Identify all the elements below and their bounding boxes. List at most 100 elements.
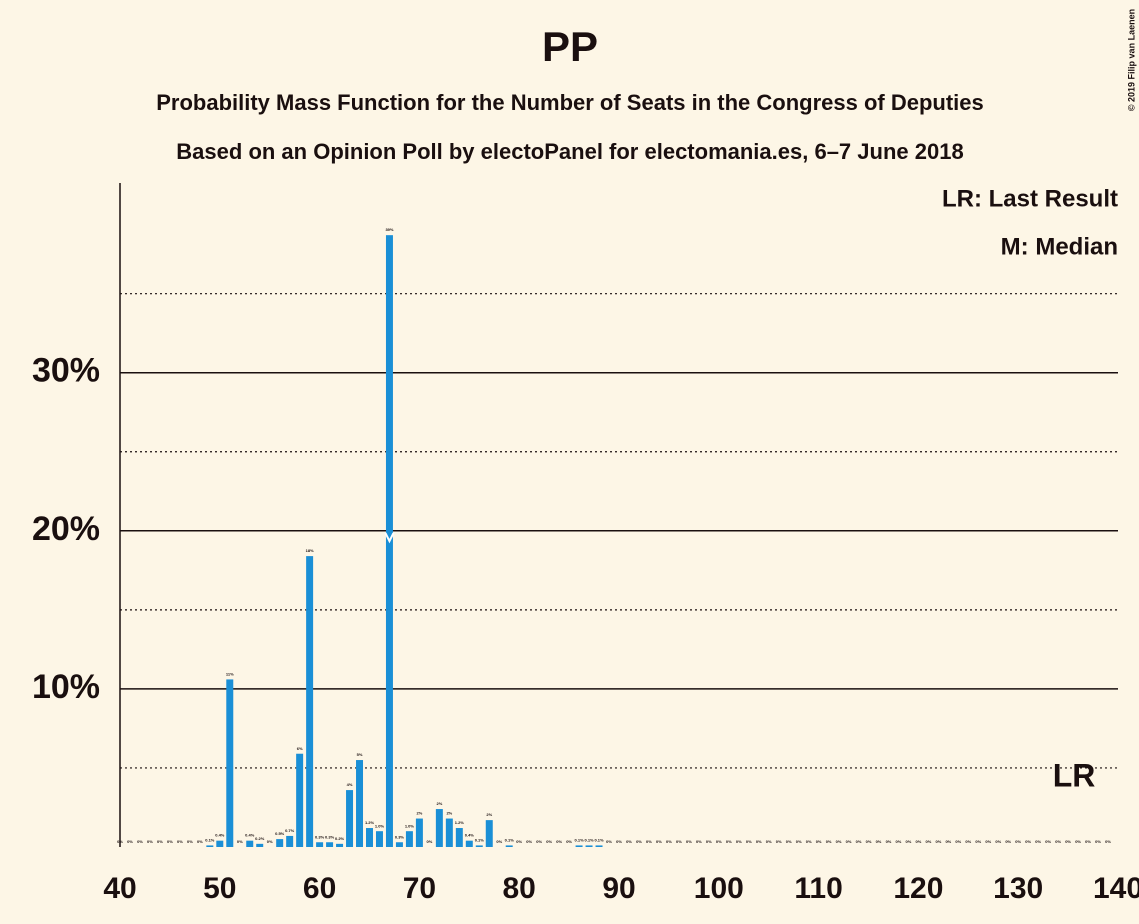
value-label: 0.2%	[255, 836, 265, 841]
value-label: 0%	[876, 839, 882, 844]
chart-subtitle: Probability Mass Function for the Number…	[156, 90, 984, 115]
value-label: 0%	[935, 839, 941, 844]
value-label: 0%	[746, 839, 752, 844]
value-label: 0%	[836, 839, 842, 844]
bar	[375, 831, 383, 847]
value-label: 0.4%	[465, 833, 475, 838]
value-label: 0%	[1045, 839, 1051, 844]
value-label: 0%	[706, 839, 712, 844]
value-label: 0%	[816, 839, 822, 844]
value-label: 0%	[1055, 839, 1061, 844]
value-label: 0%	[826, 839, 832, 844]
bar	[455, 828, 463, 847]
y-tick-label: 10%	[32, 668, 100, 706]
value-label: 0%	[796, 839, 802, 844]
value-label: 0%	[546, 839, 552, 844]
x-tick-label: 80	[503, 872, 536, 905]
value-label: 0%	[167, 839, 173, 844]
value-label: 0%	[726, 839, 732, 844]
value-label: 0%	[516, 839, 522, 844]
value-label: 0%	[157, 839, 163, 844]
bar	[475, 845, 483, 847]
value-label: 0%	[786, 839, 792, 844]
value-label: 1.2%	[455, 820, 465, 825]
value-label: 0%	[237, 839, 243, 844]
value-label: 0%	[616, 839, 622, 844]
value-label: 0%	[526, 839, 532, 844]
value-label: 0%	[686, 839, 692, 844]
bar	[246, 840, 254, 847]
value-label: 0%	[856, 839, 862, 844]
value-label: 0%	[1095, 839, 1101, 844]
value-label: 0%	[945, 839, 951, 844]
value-label: 0%	[1065, 839, 1071, 844]
value-label: 0%	[636, 839, 642, 844]
value-label: 0%	[496, 839, 502, 844]
bar	[575, 845, 583, 847]
value-label: 0.4%	[245, 833, 255, 838]
bar	[316, 842, 324, 847]
value-label: 0%	[1075, 839, 1081, 844]
x-tick-label: 60	[303, 872, 336, 905]
copyright: © 2019 Filip van Laenen	[1126, 9, 1136, 111]
bar	[366, 828, 373, 847]
value-label: 0%	[646, 839, 652, 844]
x-tick-label: 90	[602, 872, 635, 905]
chart-subtitle: Based on an Opinion Poll by electoPanel …	[176, 139, 963, 164]
value-label: 0%	[1105, 839, 1111, 844]
value-label: 0.7%	[285, 828, 295, 833]
bar	[216, 840, 224, 847]
bar	[286, 835, 294, 847]
bar	[226, 679, 234, 847]
value-label: 0%	[766, 839, 772, 844]
value-label: 0%	[656, 839, 662, 844]
value-label: 0%	[955, 839, 961, 844]
value-label: 1.0%	[375, 823, 385, 828]
value-label: 0.3%	[395, 834, 405, 839]
value-label: 0%	[776, 839, 782, 844]
value-label: 39%	[385, 227, 393, 232]
value-label: 0%	[606, 839, 612, 844]
bar	[326, 842, 334, 847]
value-label: 0%	[995, 839, 1001, 844]
value-label: 0%	[716, 839, 722, 844]
value-label: 0.2%	[335, 836, 345, 841]
value-label: 2%	[486, 812, 492, 817]
value-label: 0%	[916, 839, 922, 844]
last-result-label: LR	[1053, 757, 1096, 793]
bar	[595, 845, 603, 847]
bar	[485, 820, 493, 847]
chart-title: PP	[542, 23, 598, 70]
bar	[206, 845, 214, 847]
value-label: 0.1%	[505, 837, 515, 842]
value-label: 0.3%	[325, 834, 335, 839]
x-tick-label: 50	[203, 872, 236, 905]
value-label: 0%	[756, 839, 762, 844]
bar	[306, 556, 314, 847]
x-tick-label: 70	[403, 872, 436, 905]
bar	[505, 845, 513, 847]
bar	[465, 840, 473, 847]
value-label: 0%	[965, 839, 971, 844]
value-label: 0%	[666, 839, 672, 844]
value-label: 0%	[846, 839, 852, 844]
value-label: 0%	[426, 839, 432, 844]
value-label: 0%	[556, 839, 562, 844]
value-label: 0%	[147, 839, 153, 844]
value-label: 0%	[806, 839, 812, 844]
value-label: 2%	[417, 811, 423, 816]
value-label: 0%	[197, 839, 203, 844]
bar	[256, 843, 264, 847]
value-label: 18%	[306, 548, 314, 553]
value-label: 0.4%	[215, 833, 225, 838]
value-label: 0.1%	[575, 837, 585, 842]
x-tick-label: 40	[103, 872, 136, 905]
value-label: 5%	[357, 752, 363, 757]
value-label: 0.3%	[315, 834, 325, 839]
value-label: 0.1%	[584, 837, 594, 842]
bar	[405, 831, 413, 847]
value-label: 0.1%	[594, 837, 604, 842]
value-label: 0%	[866, 839, 872, 844]
value-label: 0%	[906, 839, 912, 844]
